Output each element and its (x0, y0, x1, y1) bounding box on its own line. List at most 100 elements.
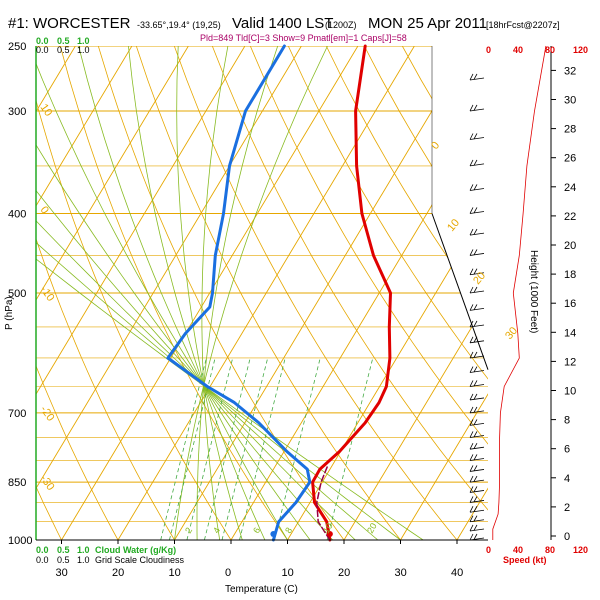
surface-temp-dot (326, 531, 333, 537)
height-tick-label: 0 (564, 531, 570, 543)
wind-barb (469, 506, 485, 513)
y-axis-label: P (hPa) (4, 296, 15, 330)
dry-adiabat--30 (36, 46, 62, 540)
speed-top-tick-1: 40 (513, 45, 523, 55)
wind-barb (469, 286, 485, 294)
x-tick-label: 40 (451, 567, 463, 579)
series-parcel (316, 464, 331, 541)
label-layer: #1: WORCESTER -33.65°,19.4° (19,25) Vali… (4, 15, 588, 595)
top-black-2: 1.0 (77, 45, 90, 55)
isotherm--20 (117, 46, 415, 540)
wind-barb (469, 249, 485, 256)
x-tick-label: 30 (395, 567, 407, 579)
mixing-ratio-14 (274, 357, 321, 540)
diagonal-frame-line (431, 213, 489, 370)
height-tick-label: 22 (564, 211, 576, 223)
x-tick-label: 10 (169, 567, 181, 579)
title-station: #1: WORCESTER (8, 15, 131, 32)
wind-barb (469, 406, 485, 414)
isotherm-50 (514, 46, 600, 540)
wind-barb (469, 442, 485, 450)
isotherm-30 (400, 46, 488, 540)
mixing-ratio-label: 6 (251, 526, 262, 535)
speed-bottom-tick-1: 40 (513, 545, 523, 555)
mixing-ratio-10 (239, 357, 286, 540)
dry-adiabat-label: 0 (38, 204, 51, 216)
mixing-ratio-label: 2 (183, 526, 194, 535)
wind-barb (469, 133, 485, 140)
dry-adiabat-50 (211, 46, 488, 540)
dry-adiabat-label: 20 (471, 270, 488, 287)
wind-barb (469, 515, 485, 523)
dry-adiabat-20 (97, 46, 345, 540)
wind-barb (469, 304, 485, 311)
wind-barb (469, 419, 485, 426)
moist-adiabat-22 (36, 46, 356, 540)
top-green-1: 0.5 (57, 36, 70, 46)
dry-adiabat-140 (554, 46, 600, 540)
dry-adiabat-label: -30 (38, 473, 57, 493)
wind-barb (469, 496, 485, 503)
height-tick-label: 26 (564, 153, 576, 165)
speed-bottom-tick-2: 80 (545, 545, 555, 555)
dry-adiabat-30 (135, 46, 401, 540)
dry-adiabat-150 (592, 46, 600, 540)
series-layer (166, 44, 547, 542)
wind-barb (469, 393, 485, 401)
height-tick-label: 30 (564, 95, 576, 107)
dry-adiabat--10 (36, 46, 175, 540)
y-tick-label: 850 (8, 477, 26, 489)
dry-adiabat--20 (36, 46, 119, 540)
mixing-ratio-20 (326, 357, 374, 540)
dry-adiabat-80 (325, 46, 488, 540)
wind-barb (469, 228, 485, 236)
dry-adiabat-40 (173, 46, 458, 540)
height-tick-label: 32 (564, 65, 576, 77)
wind-speed-profile (492, 45, 547, 540)
cloudiness-caption: Grid Scale Cloudiness (95, 555, 185, 565)
moist-adiabat-14 (36, 46, 311, 540)
isotherm-10 (287, 46, 488, 540)
title-forecast: [18hrFcst@2207z] (486, 20, 560, 30)
isotherm--10 (174, 46, 472, 540)
wind-barb (469, 268, 485, 276)
wind-barb (469, 366, 485, 373)
series-dewpoint (166, 44, 312, 542)
isotherm--70 (36, 46, 133, 540)
height-tick-label: 8 (564, 415, 570, 427)
top-black-0: 0.0 (36, 45, 49, 55)
mixing-ratio-label: 8 (283, 526, 294, 535)
mixing-ratio-1 (160, 357, 207, 540)
x-tick-label: 10 (282, 567, 294, 579)
y-tick-label: 250 (8, 41, 26, 53)
dry-adiabat-0 (36, 46, 232, 540)
dry-adiabat-label: 30 (503, 325, 520, 342)
dry-adiabat-60 (249, 46, 488, 540)
x-tick-label: 0 (225, 567, 231, 579)
height-axis-label: Height (1000 Feet) (528, 250, 539, 333)
wind-barb (469, 73, 485, 81)
mixing-ratio-8 (221, 357, 269, 540)
cloud-water-caption: Cloud Water (g/Kg) (95, 545, 176, 555)
height-tick-label: 16 (564, 298, 576, 310)
height-tick-label: 28 (564, 124, 576, 136)
dry-adiabat-label: -20 (38, 404, 57, 424)
height-tick-label: 24 (564, 182, 576, 194)
wind-barb (469, 486, 485, 493)
wind-barb (469, 431, 485, 438)
x-axis-label: Temperature (C) (225, 584, 298, 595)
wind-barb (469, 207, 485, 214)
mixing-ratio-label: 4 (211, 526, 222, 535)
speed-top-tick-3: 120 (573, 45, 588, 55)
mixing-ratio-label: 20 (365, 521, 379, 535)
dry-adiabat-110 (439, 46, 488, 540)
wind-barb (469, 104, 485, 112)
moist-adiabat-10 (78, 46, 288, 540)
y-tick-label: 1000 (8, 535, 32, 547)
title-valid: Valid 1400 LST (232, 15, 333, 32)
height-tick-label: 2 (564, 502, 570, 514)
dry-adiabat-label: 10 (38, 102, 55, 119)
